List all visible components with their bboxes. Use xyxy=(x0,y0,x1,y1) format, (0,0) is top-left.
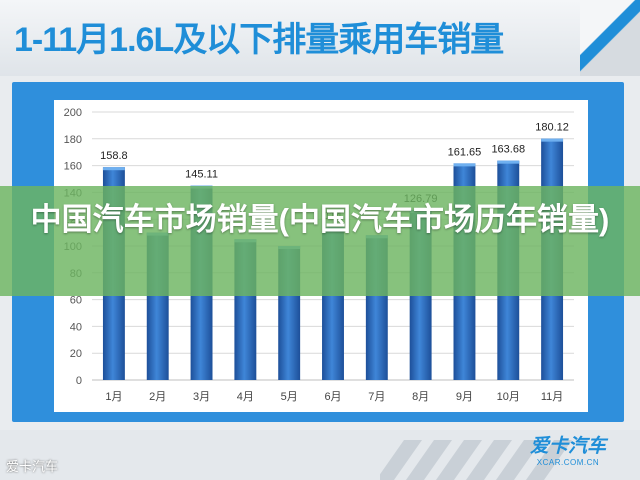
x-tick-label: 3月 xyxy=(193,391,210,403)
page-title: 1-11月1.6L及以下排量乘用车销量 xyxy=(14,21,504,59)
y-tick-label: 60 xyxy=(70,295,82,307)
header-banner: 1-11月1.6L及以下排量乘用车销量 xyxy=(0,0,640,76)
xcar-logo: 爱卡汽车 XCAR.COM.CN xyxy=(528,436,608,470)
y-tick-label: 160 xyxy=(64,161,82,173)
data-label: 161.65 xyxy=(448,146,482,158)
bar-top-highlight xyxy=(497,160,520,164)
x-tick-label: 2月 xyxy=(149,391,166,403)
data-label: 145.11 xyxy=(185,169,218,181)
x-tick-label: 11月 xyxy=(541,391,563,403)
banner-corner-decoration xyxy=(580,0,640,76)
x-tick-label: 1月 xyxy=(105,391,122,403)
y-tick-label: 0 xyxy=(76,375,82,387)
x-tick-label: 8月 xyxy=(412,391,429,403)
x-tick-label: 6月 xyxy=(324,391,341,403)
x-tick-label: 10月 xyxy=(497,391,520,403)
footer-watermark-text: 爱卡汽车 xyxy=(6,459,59,474)
y-tick-label: 40 xyxy=(70,321,82,333)
y-tick-label: 180 xyxy=(64,134,82,146)
data-label: 180.12 xyxy=(535,122,569,134)
watermark-band xyxy=(0,186,640,296)
data-label: 158.8 xyxy=(100,150,128,162)
bar-top-highlight xyxy=(541,138,564,142)
y-tick-label: 20 xyxy=(70,348,82,360)
watermark-text: 中国汽车市场销量(中国汽车市场历年销量) xyxy=(30,202,610,237)
x-tick-label: 5月 xyxy=(281,391,298,403)
x-tick-label: 4月 xyxy=(237,391,254,403)
x-tick-label: 9月 xyxy=(456,391,473,403)
logo-sub-text: XCAR.COM.CN xyxy=(536,458,600,467)
data-label: 163.68 xyxy=(491,144,525,156)
x-tick-label: 7月 xyxy=(368,391,385,403)
logo-main-text: 爱卡汽车 xyxy=(529,436,606,457)
bar-top-highlight xyxy=(102,167,125,171)
y-tick-label: 200 xyxy=(64,107,82,119)
bar-top-highlight xyxy=(453,163,476,167)
